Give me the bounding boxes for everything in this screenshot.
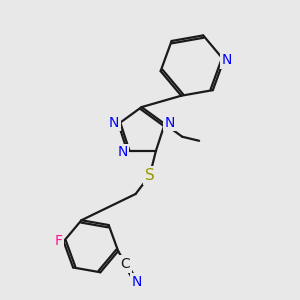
Text: C: C bbox=[121, 257, 130, 271]
Text: S: S bbox=[145, 168, 154, 183]
Text: N: N bbox=[164, 116, 175, 130]
Text: N: N bbox=[109, 116, 119, 130]
Text: N: N bbox=[132, 275, 142, 289]
Text: N: N bbox=[117, 146, 128, 159]
Text: F: F bbox=[54, 235, 62, 248]
Text: N: N bbox=[222, 53, 232, 67]
